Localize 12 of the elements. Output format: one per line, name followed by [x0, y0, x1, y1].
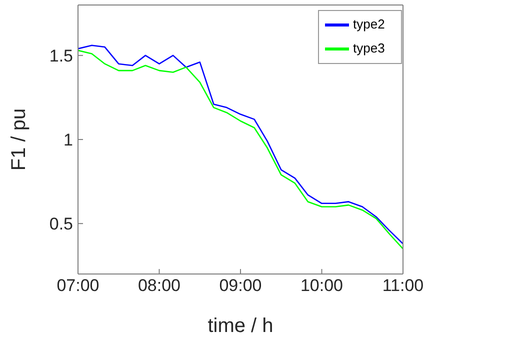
y-axis-title: F1 / pu [8, 108, 30, 171]
x-tick-label: 11:00 [382, 276, 424, 296]
legend-label: type2 [353, 16, 385, 32]
x-tick-label: 07:00 [56, 276, 100, 296]
y-tick-label: 1 [64, 130, 73, 150]
x-tick-label: 10:00 [300, 276, 344, 296]
x-tick-label: 08:00 [138, 276, 181, 296]
legend-label: type3 [353, 40, 385, 56]
y-tick-label: 1.5 [49, 46, 73, 66]
x-tick-label: 09:00 [219, 276, 262, 296]
x-axis-title: time / h [208, 315, 274, 337]
y-tick-label: 0.5 [49, 214, 73, 234]
